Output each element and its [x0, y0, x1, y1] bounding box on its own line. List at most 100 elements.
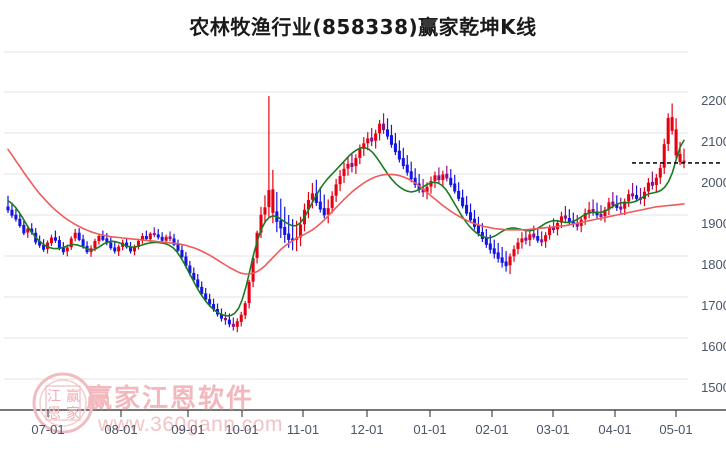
- candle-body: [583, 213, 587, 220]
- candle-body: [508, 256, 512, 266]
- candle-body: [469, 212, 473, 221]
- y-axis-tick-label: 2200: [701, 93, 726, 108]
- candle-body: [358, 149, 362, 158]
- candle-body: [53, 237, 57, 241]
- candle-body: [512, 249, 516, 257]
- candle-body: [666, 117, 670, 144]
- candle-body: [172, 238, 176, 245]
- candle-body: [465, 204, 469, 214]
- candle-body: [370, 137, 374, 142]
- candle-body: [192, 272, 196, 281]
- candle-body: [389, 135, 393, 145]
- candle-body: [81, 239, 85, 247]
- candle-body: [148, 233, 152, 240]
- ma-line-ma-short: [7, 139, 685, 317]
- candle-body: [437, 175, 441, 181]
- candle-body: [243, 303, 247, 316]
- candle-body: [49, 237, 54, 244]
- candle-body: [409, 171, 413, 180]
- page-title: 农林牧渔行业(858338)赢家乾坤K线: [189, 15, 537, 39]
- candle-body: [239, 314, 243, 322]
- candle-body: [611, 201, 615, 206]
- y-axis-tick-label: 1800: [701, 257, 726, 272]
- candle-body: [627, 194, 631, 202]
- candle-body: [540, 239, 544, 243]
- candle-body: [516, 242, 520, 249]
- candle-body: [93, 240, 97, 249]
- candle-body: [658, 167, 662, 178]
- candle-body: [445, 173, 449, 179]
- candle-body: [484, 237, 488, 245]
- candle-body: [14, 214, 18, 220]
- candle-body: [354, 158, 358, 167]
- candle-body: [461, 197, 465, 207]
- candle-body: [235, 321, 239, 327]
- candle-body: [342, 168, 346, 176]
- candle-body: [397, 150, 401, 160]
- candle-body: [334, 184, 338, 196]
- candle-body: [449, 177, 453, 185]
- candle-body: [22, 224, 26, 234]
- candle-body: [524, 237, 528, 241]
- x-axis-tick-label: 09-01: [171, 422, 205, 437]
- candle-body: [488, 243, 492, 250]
- candle-body: [338, 176, 342, 185]
- candle-body: [536, 236, 540, 241]
- x-axis-ticks: [47, 410, 677, 417]
- y-axis-tick-label: 2100: [701, 134, 726, 149]
- candle-body: [101, 236, 105, 240]
- candle-body: [227, 319, 231, 325]
- candle-body: [18, 218, 22, 226]
- candle-body: [65, 247, 69, 252]
- candle-body: [204, 293, 208, 300]
- candle-body: [548, 227, 552, 235]
- candle-body: [263, 207, 267, 215]
- candle-body: [231, 323, 235, 327]
- y-axis-tick-label: 2000: [701, 175, 726, 190]
- x-axis-tick-label: 10-01: [225, 422, 259, 437]
- candle-body: [168, 236, 172, 240]
- candle-body: [6, 206, 10, 211]
- candle-body: [322, 208, 326, 216]
- candle-body: [385, 129, 390, 137]
- x-axis-tick-label: 04-01: [598, 422, 632, 437]
- candle-body: [152, 233, 156, 235]
- candle-body: [670, 117, 674, 131]
- x-axis-tick-label: 03-01: [536, 422, 570, 437]
- candle-body: [492, 248, 496, 254]
- candle-body: [69, 238, 73, 248]
- candle-body: [382, 123, 386, 131]
- candle-body: [176, 244, 180, 251]
- candle-body: [433, 175, 437, 181]
- candle-body: [476, 225, 480, 234]
- candle-body: [109, 242, 113, 249]
- candle-body: [674, 129, 678, 156]
- candle-body: [117, 246, 121, 252]
- candle-body: [646, 182, 650, 192]
- candle-body: [326, 208, 330, 215]
- candle-body: [164, 236, 168, 241]
- candle-body: [97, 236, 101, 242]
- x-axis-tick-label: 02-01: [475, 422, 509, 437]
- candle-body: [500, 257, 504, 263]
- candle-body: [374, 133, 378, 141]
- candle-body: [654, 177, 658, 185]
- candle-body: [650, 181, 654, 186]
- candle-body: [635, 195, 639, 199]
- candle-body: [267, 190, 271, 208]
- candle-body: [603, 209, 607, 217]
- candle-body: [77, 232, 81, 240]
- x-axis-tick-label: 08-01: [104, 422, 138, 437]
- candle-body: [283, 227, 287, 235]
- x-axis-tick-label: 01-01: [413, 422, 447, 437]
- x-axis-tick-label: 11-01: [286, 422, 320, 437]
- candle-body: [496, 252, 500, 259]
- candle-body: [279, 220, 283, 229]
- candle-body: [200, 286, 204, 295]
- candle-body: [366, 138, 370, 144]
- candle-body: [42, 245, 46, 250]
- candle-body: [599, 213, 603, 217]
